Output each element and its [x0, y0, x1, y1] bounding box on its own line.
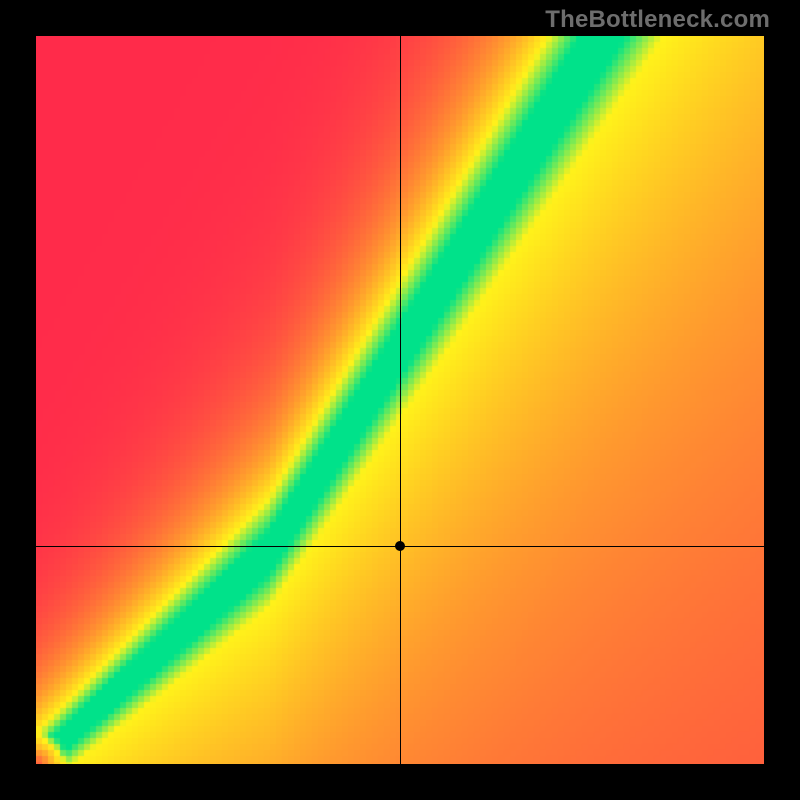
- chart-container: { "watermark": "TheBottleneck.com", "plo…: [0, 0, 800, 800]
- data-point-marker: [395, 541, 405, 551]
- heatmap-plot: [36, 36, 764, 764]
- watermark-text: TheBottleneck.com: [545, 6, 770, 34]
- crosshair-vertical: [400, 36, 401, 764]
